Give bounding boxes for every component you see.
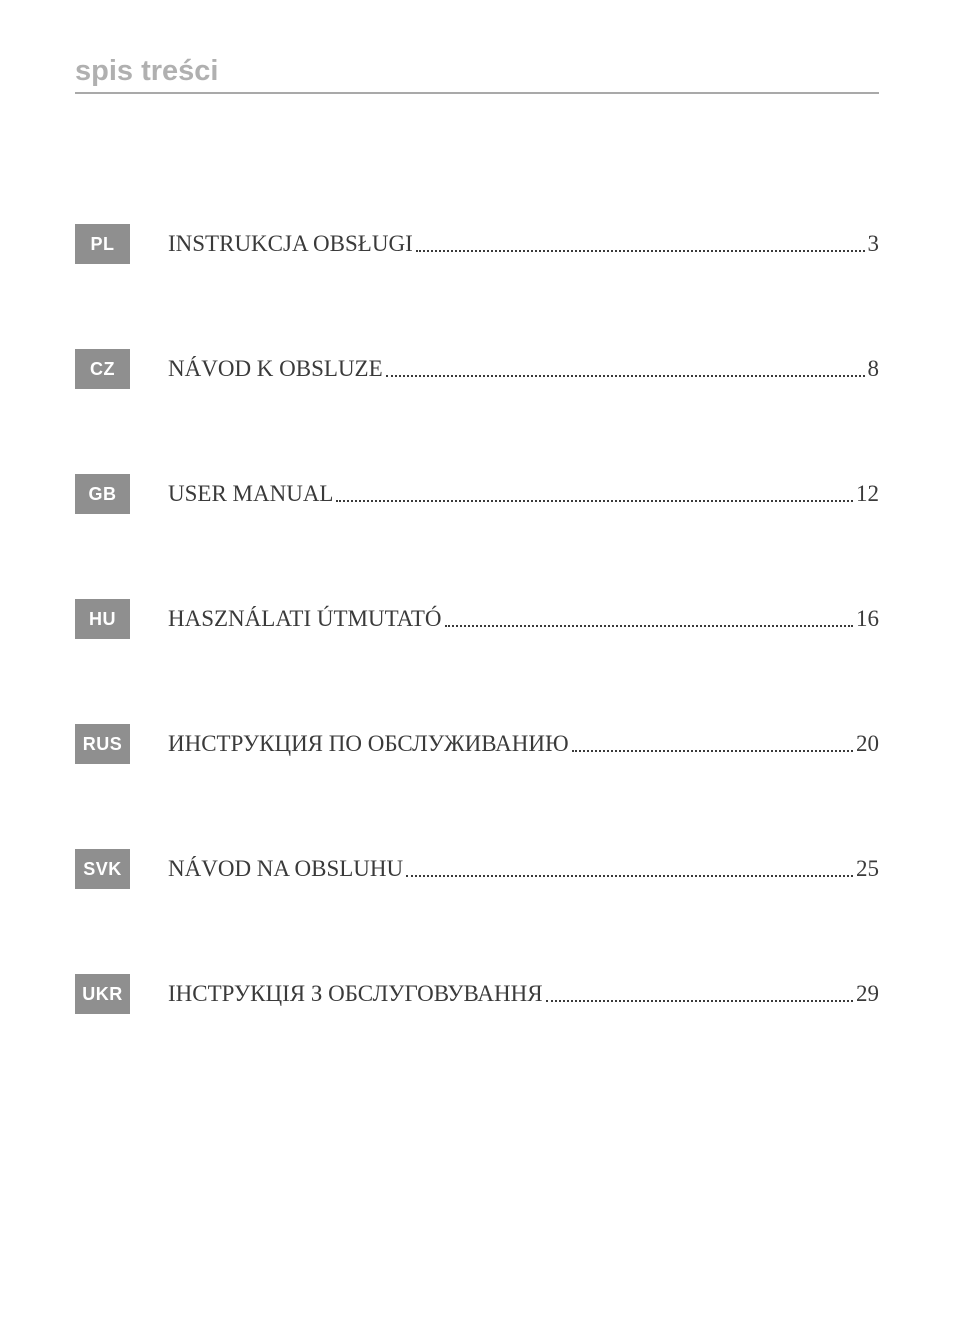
toc-title: NÁVOD K OBSLUZE	[168, 356, 383, 382]
toc-title: ИНСТРУКЦИЯ ПО ОБСЛУЖИВАНИЮ	[168, 731, 569, 757]
toc-row: UKR ІНСТРУКЦІЯ З ОБСЛУГОВУВАННЯ 29	[75, 974, 879, 1014]
toc-page-number: 25	[856, 856, 879, 882]
language-badge-svk: SVK	[75, 849, 130, 889]
toc-row: CZ NÁVOD K OBSLUZE 8	[75, 349, 879, 389]
dot-leader	[406, 875, 853, 877]
dot-leader	[336, 500, 853, 502]
table-of-contents: PL INSTRUKCJA OBSŁUGI 3 CZ NÁVOD K OBSLU…	[75, 224, 879, 1014]
toc-row: GB USER MANUAL 12	[75, 474, 879, 514]
language-badge-cz: CZ	[75, 349, 130, 389]
toc-entry: INSTRUKCJA OBSŁUGI 3	[168, 231, 879, 257]
toc-entry: USER MANUAL 12	[168, 481, 879, 507]
language-badge-rus: RUS	[75, 724, 130, 764]
language-badge-pl: PL	[75, 224, 130, 264]
language-badge-ukr: UKR	[75, 974, 130, 1014]
toc-row: SVK NÁVOD NA OBSLUHU 25	[75, 849, 879, 889]
toc-title: ІНСТРУКЦІЯ З ОБСЛУГОВУВАННЯ	[168, 981, 543, 1007]
page-header: spis treści	[75, 55, 879, 94]
toc-entry: NÁVOD NA OBSLUHU 25	[168, 856, 879, 882]
page-title: spis treści	[75, 55, 218, 88]
toc-title: INSTRUKCJA OBSŁUGI	[168, 231, 413, 257]
toc-page-number: 16	[856, 606, 879, 632]
toc-page-number: 12	[856, 481, 879, 507]
toc-row: HU HASZNÁLATI ÚTMUTATÓ 16	[75, 599, 879, 639]
toc-entry: NÁVOD K OBSLUZE 8	[168, 356, 879, 382]
dot-leader	[445, 625, 854, 627]
dot-leader	[572, 750, 853, 752]
dot-leader	[386, 375, 865, 377]
toc-entry: ІНСТРУКЦІЯ З ОБСЛУГОВУВАННЯ 29	[168, 981, 879, 1007]
toc-row: RUS ИНСТРУКЦИЯ ПО ОБСЛУЖИВАНИЮ 20	[75, 724, 879, 764]
toc-page-number: 20	[856, 731, 879, 757]
toc-title: HASZNÁLATI ÚTMUTATÓ	[168, 606, 442, 632]
toc-title: USER MANUAL	[168, 481, 333, 507]
toc-page-number: 29	[856, 981, 879, 1007]
toc-page-number: 8	[868, 356, 880, 382]
toc-page-number: 3	[868, 231, 880, 257]
toc-title: NÁVOD NA OBSLUHU	[168, 856, 403, 882]
dot-leader	[416, 250, 865, 252]
toc-entry: ИНСТРУКЦИЯ ПО ОБСЛУЖИВАНИЮ 20	[168, 731, 879, 757]
toc-row: PL INSTRUKCJA OBSŁUGI 3	[75, 224, 879, 264]
language-badge-hu: HU	[75, 599, 130, 639]
dot-leader	[546, 1000, 853, 1002]
language-badge-gb: GB	[75, 474, 130, 514]
toc-entry: HASZNÁLATI ÚTMUTATÓ 16	[168, 606, 879, 632]
